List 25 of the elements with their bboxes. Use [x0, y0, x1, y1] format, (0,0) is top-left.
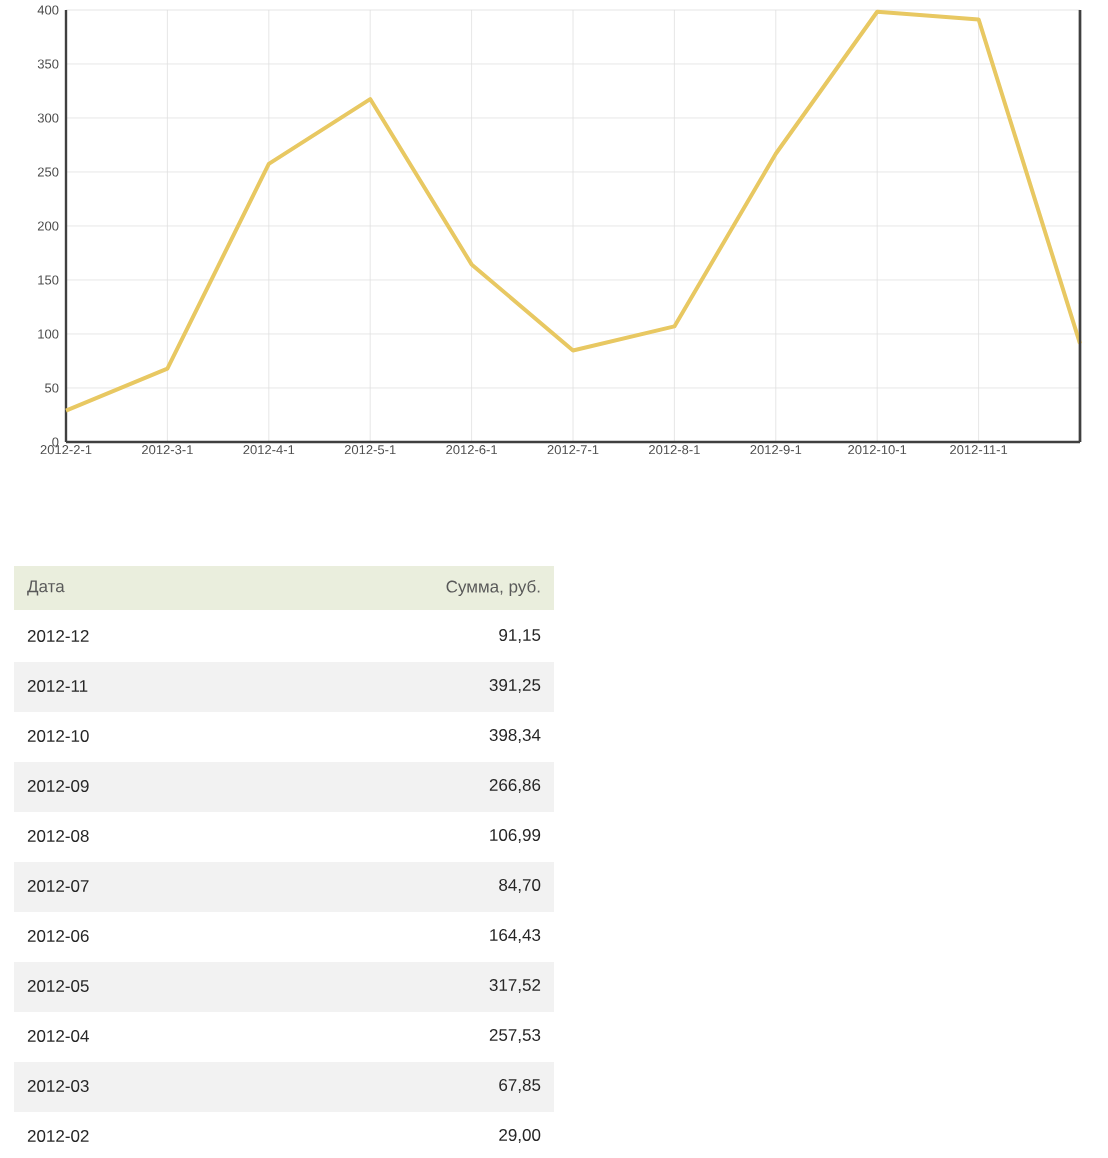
text: 2012-04	[27, 1029, 89, 1042]
text: 391,25	[489, 678, 541, 694]
text: 2012-06	[27, 929, 89, 942]
text: 2012-02	[27, 1129, 89, 1142]
text: 106,99	[490, 828, 541, 844]
text: 29,00	[499, 1128, 541, 1144]
text: 2012-08	[27, 829, 89, 842]
text: 2012-12	[27, 629, 89, 642]
text: 398,34	[489, 728, 541, 744]
text: 2012-03	[27, 1079, 89, 1092]
text: 91,15	[499, 628, 541, 644]
text: 266,86	[489, 778, 541, 794]
text: 2012-07	[27, 879, 89, 892]
text: 2012-10	[27, 729, 89, 742]
text: 2012-05	[27, 979, 89, 992]
text: Дата	[27, 580, 65, 596]
line-series	[64, 9, 1082, 413]
text: 257,53	[489, 1028, 541, 1044]
text: 2012-11	[27, 679, 88, 692]
text: 2012-09	[27, 779, 89, 792]
text: 84,70	[499, 878, 541, 894]
text: 164,43	[490, 928, 541, 944]
text: 67,85	[499, 1078, 541, 1094]
text: 317,52	[489, 978, 541, 994]
text: Сумма, руб.	[446, 579, 540, 596]
